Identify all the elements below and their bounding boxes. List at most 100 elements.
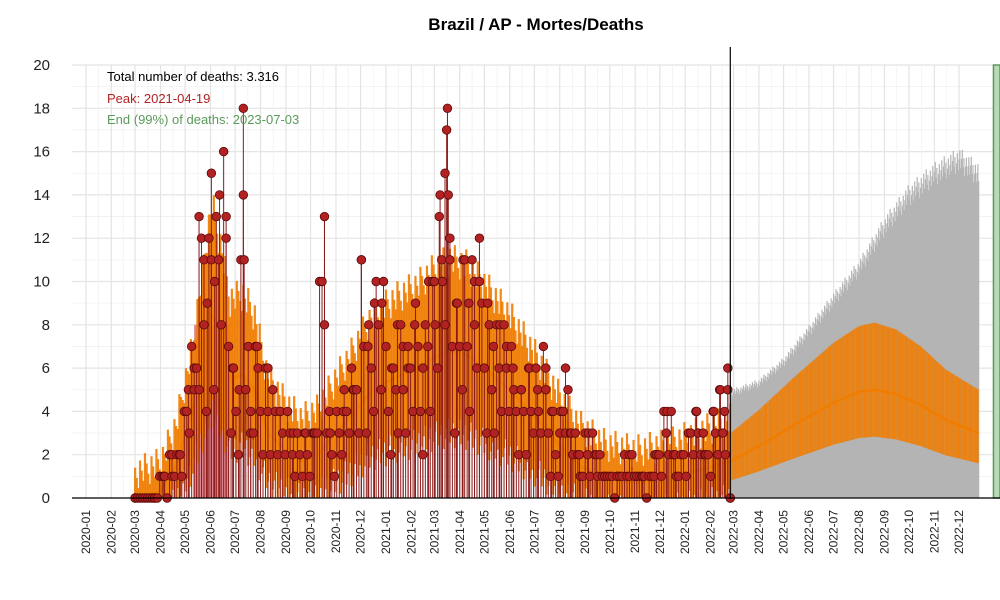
observed-point	[403, 341, 413, 352]
observed-point	[543, 428, 553, 438]
forecast-bar	[876, 246, 878, 498]
observed-point	[435, 190, 445, 200]
x-tick-label: 2020-08	[254, 510, 268, 554]
forecast-bar	[776, 364, 778, 498]
observed-point	[445, 255, 455, 265]
observed-point	[482, 298, 493, 308]
observed-point	[366, 363, 376, 373]
x-tick-label: 2022-04	[752, 510, 766, 554]
forecast-bar	[965, 157, 967, 498]
x-tick-label: 2022-09	[877, 510, 891, 554]
observed-point	[182, 406, 192, 417]
forecast-bar	[914, 181, 916, 499]
observed-point	[377, 298, 387, 308]
forecast-bar	[799, 336, 801, 498]
observed-point	[211, 211, 221, 222]
forecast-bar	[948, 175, 950, 498]
observed-point	[339, 385, 349, 395]
forecast-bar	[943, 156, 945, 498]
forecast-bar	[741, 389, 744, 498]
observed-point	[553, 471, 563, 482]
x-tick-label: 2020-04	[154, 510, 168, 554]
forecast-bar	[923, 189, 926, 498]
forecast-bar	[951, 161, 954, 498]
forecast-bar	[771, 371, 773, 498]
forecast-bar	[755, 385, 757, 498]
forecast-bar	[974, 164, 977, 499]
forecast-bar	[964, 175, 966, 499]
forecast-bar	[845, 287, 847, 498]
observed-point	[718, 428, 728, 438]
observed-point	[206, 168, 217, 178]
observed-point	[434, 211, 444, 222]
observed-point	[532, 385, 543, 395]
observed-point	[574, 450, 585, 460]
forecast-bar	[909, 189, 911, 498]
forecast-bar	[972, 165, 974, 498]
observed-point	[386, 450, 396, 460]
forecast-bar	[924, 179, 926, 498]
observed-point	[437, 255, 447, 265]
y-tick-label: 0	[42, 490, 50, 507]
forecast-bar	[899, 210, 901, 498]
forecast-bar	[843, 284, 845, 498]
observed-point	[703, 450, 713, 460]
x-tick-label: 2021-01	[379, 510, 393, 554]
forecast-bar	[928, 190, 930, 499]
forecast-bar	[925, 169, 927, 498]
forecast-bar	[957, 169, 959, 498]
observed-point	[202, 298, 212, 308]
observed-point	[413, 341, 423, 352]
forecast-bar	[973, 182, 975, 498]
observed-point	[691, 406, 702, 417]
x-tick-label: 2020-02	[104, 510, 118, 554]
forecast-bar	[916, 177, 918, 498]
x-tick-label: 2021-04	[453, 510, 467, 554]
observed-point	[661, 428, 672, 438]
x-tick-label: 2022-01	[678, 510, 692, 554]
observed-point	[209, 276, 220, 287]
x-tick-label: 2021-03	[427, 510, 441, 554]
forecast-bar	[919, 187, 922, 499]
observed-point	[194, 211, 204, 222]
forecast-bar	[891, 212, 893, 498]
x-tick-label: 2022-08	[852, 510, 866, 554]
forecast-bar	[922, 183, 924, 498]
forecast-bar	[789, 353, 791, 498]
observed-point	[177, 471, 187, 482]
forecast-bar	[942, 176, 944, 498]
observed-point	[204, 233, 214, 243]
x-tick-label: 2020-03	[128, 510, 142, 554]
forecast-bar	[866, 249, 868, 498]
forecast-bar	[753, 384, 755, 498]
forecast-bar	[938, 164, 940, 498]
observed-point	[363, 341, 373, 352]
forecast-bar	[951, 171, 953, 499]
observed-point	[418, 450, 428, 460]
forecast-bar	[838, 293, 840, 498]
observed-point	[719, 406, 730, 417]
observed-point	[305, 471, 315, 482]
x-tick-label: 2020-01	[79, 510, 93, 554]
observed-point	[570, 428, 581, 438]
forecast-bar	[764, 375, 767, 498]
observed-point	[248, 428, 258, 438]
observed-point	[432, 363, 443, 373]
forecast-bar	[848, 275, 850, 498]
forecast-bar	[954, 157, 956, 498]
observed-point	[587, 428, 598, 438]
forecast-bar	[904, 200, 906, 498]
observed-point	[479, 363, 490, 373]
observed-point	[627, 450, 637, 460]
observed-layer	[130, 103, 735, 503]
forecast-bar	[934, 161, 936, 498]
observed-point	[223, 341, 234, 352]
observed-point	[441, 125, 452, 135]
observed-point	[376, 385, 386, 395]
forecast-bar	[796, 346, 798, 498]
observed-point	[654, 450, 664, 460]
forecast-bar	[928, 180, 931, 498]
forecast-bar	[887, 227, 890, 499]
forecast-bar	[807, 330, 809, 498]
observed-point	[231, 406, 241, 417]
